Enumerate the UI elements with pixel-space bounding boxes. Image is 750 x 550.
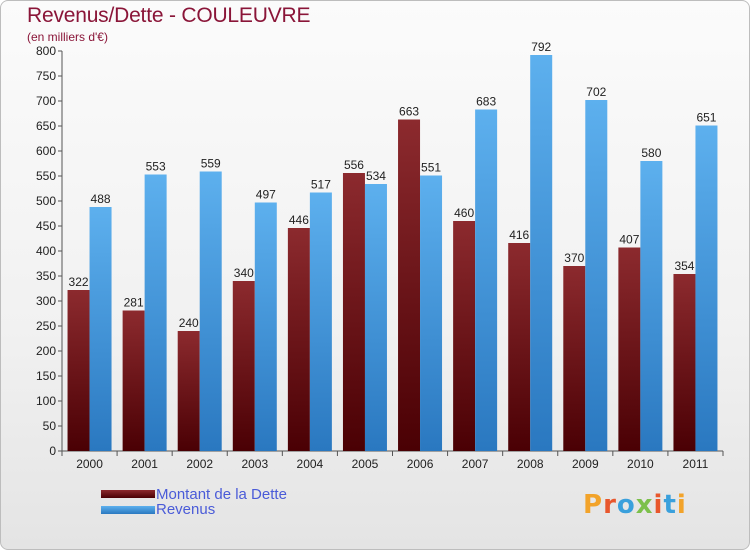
data-label-dette: 663 [399,105,419,119]
x-tick-label: 2002 [186,457,213,471]
y-tick-label: 650 [36,119,56,133]
y-tick-label: 500 [36,194,56,208]
bar-revenus [420,175,443,451]
bar-dette [508,243,531,451]
data-label-dette: 370 [564,251,584,265]
x-tick-label: 2007 [462,457,489,471]
bar-dette [67,290,90,451]
y-tick-label: 700 [36,94,56,108]
y-tick-label: 400 [36,244,56,258]
y-tick-label: 200 [36,344,56,358]
legend-swatch-revenus [101,506,155,514]
data-label-revenus: 553 [146,160,166,174]
bar-dette [122,310,145,451]
data-label-revenus: 559 [201,157,221,171]
bar-dette [232,281,255,451]
y-tick-label: 550 [36,169,56,183]
x-tick-label: 2001 [131,457,158,471]
y-tick-label: 0 [49,444,56,458]
x-tick-label: 2003 [241,457,268,471]
bar-revenus [364,184,387,451]
data-label-revenus: 702 [586,85,606,99]
data-label-revenus: 534 [366,169,386,183]
x-tick-label: 2011 [683,457,709,471]
x-tick-label: 2004 [297,457,324,471]
legend-swatch-debt [101,490,155,498]
data-label-revenus: 683 [476,95,496,109]
data-label-dette: 407 [619,233,639,247]
bar-revenus [695,125,718,451]
bar-revenus [309,192,332,451]
bar-revenus [585,100,608,451]
y-tick-label: 800 [36,44,56,58]
chart-subtitle: (en milliers d'€) [27,30,108,44]
data-label-dette: 240 [179,316,199,330]
x-tick-label: 2010 [627,457,654,471]
bar-dette [563,266,586,451]
y-tick-label: 300 [36,294,56,308]
bar-revenus [530,55,553,451]
data-label-dette: 446 [289,213,309,227]
y-tick-label: 250 [36,319,56,333]
bar-revenus [254,202,277,451]
bar-dette [673,274,696,451]
y-tick-label: 600 [36,144,56,158]
data-label-dette: 281 [124,296,144,310]
data-label-dette: 556 [344,158,364,172]
data-label-dette: 354 [674,259,694,273]
bar-dette [398,119,421,451]
chart-title: Revenus/Dette - COULEUVRE [27,4,311,27]
y-tick-label: 350 [36,269,56,283]
x-tick-label: 2008 [517,457,544,471]
x-tick-label: 2009 [572,457,599,471]
y-tick-label: 150 [36,369,56,383]
bar-revenus [199,171,222,451]
bar-revenus [144,174,167,451]
bar-revenus [640,161,663,451]
data-label-revenus: 551 [421,161,441,175]
x-tick-label: 2006 [407,457,434,471]
data-label-dette: 416 [509,228,529,242]
bar-revenus [475,109,498,451]
data-label-revenus: 651 [696,111,716,125]
bar-dette [618,247,641,451]
y-tick-label: 100 [36,394,56,408]
data-label-revenus: 517 [311,178,331,192]
proxiti-logo: Proxiti [583,490,687,520]
bar-dette [342,173,365,451]
data-label-revenus: 580 [641,146,661,160]
y-tick-label: 50 [43,419,57,433]
data-label-dette: 340 [234,266,254,280]
data-label-dette: 322 [69,275,89,289]
y-tick-label: 750 [36,69,56,83]
legend-label-revenus: Revenus [156,501,216,518]
y-tick-label: 450 [36,219,56,233]
data-label-revenus: 792 [531,40,551,54]
data-label-dette: 460 [454,206,474,220]
legend-label-debt: Montant de la Dette [156,486,287,503]
bar-revenus [89,207,112,451]
x-tick-label: 2000 [76,457,103,471]
bar-dette [287,228,310,451]
data-label-revenus: 497 [256,188,276,202]
x-tick-label: 2005 [352,457,379,471]
bar-dette [453,221,476,451]
bar-dette [177,331,200,451]
data-label-revenus: 488 [91,192,111,206]
